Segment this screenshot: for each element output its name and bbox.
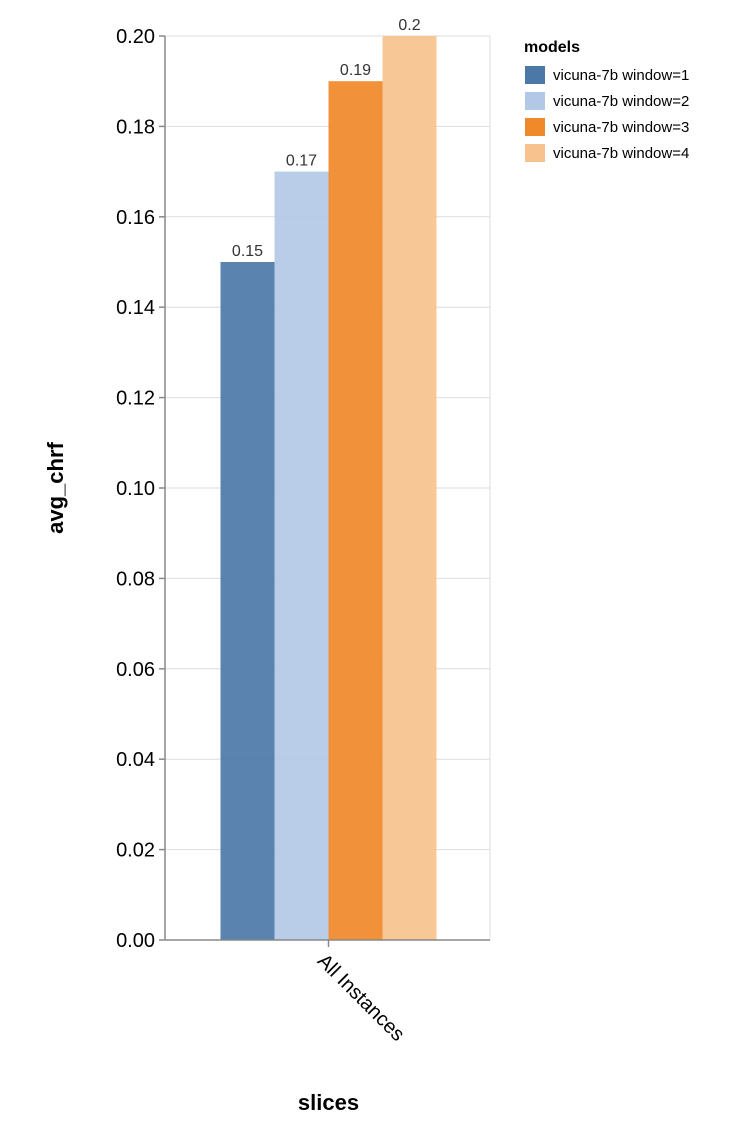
y-tick-label: 0.00 (116, 930, 155, 952)
legend: models vicuna-7b window=1 vicuna-7b windo… (524, 39, 689, 162)
y-axis-ticks: 0.00 0.02 0.04 0.06 0.08 0.10 0.12 0.14 0.16 0.18… (116, 26, 165, 952)
y-tick-label: 0.18 (116, 116, 155, 138)
legend-swatch-2 (525, 92, 545, 110)
y-tick-label: 0.14 (116, 297, 155, 319)
x-tick-label: All Instances (313, 950, 409, 1046)
y-axis-title: avg_chrf (43, 441, 68, 533)
legend-label-4: vicuna-7b window=4 (553, 145, 689, 162)
data-label-series-1: 0.15 (232, 243, 263, 260)
legend-swatch-1 (525, 66, 545, 84)
x-axis-title: slices (298, 1090, 359, 1115)
data-labels: 0.15 0.17 0.19 0.2 (232, 17, 421, 260)
y-tick-label: 0.12 (116, 388, 155, 410)
bar-series-1 (220, 262, 275, 940)
y-tick-label: 0.06 (116, 659, 155, 681)
bar-series-4 (382, 36, 437, 940)
legend-label-2: vicuna-7b window=2 (553, 93, 689, 110)
legend-label-3: vicuna-7b window=3 (553, 119, 689, 136)
y-tick-label: 0.08 (116, 568, 155, 590)
data-label-series-2: 0.17 (286, 153, 317, 170)
legend-swatch-4 (525, 144, 545, 162)
bars (220, 36, 437, 941)
y-tick-label: 0.16 (116, 207, 155, 229)
y-tick-label: 0.10 (116, 478, 155, 500)
data-label-series-3: 0.19 (340, 62, 371, 79)
legend-title: models (524, 39, 580, 56)
bar-series-2 (274, 171, 329, 941)
y-tick-label: 0.04 (116, 749, 155, 771)
y-tick-label: 0.02 (116, 840, 155, 862)
legend-swatch-3 (525, 118, 545, 136)
data-label-series-4: 0.2 (398, 17, 420, 34)
bar-series-3 (328, 81, 383, 940)
y-tick-label: 0.20 (116, 26, 155, 48)
legend-label-1: vicuna-7b window=1 (553, 67, 689, 84)
